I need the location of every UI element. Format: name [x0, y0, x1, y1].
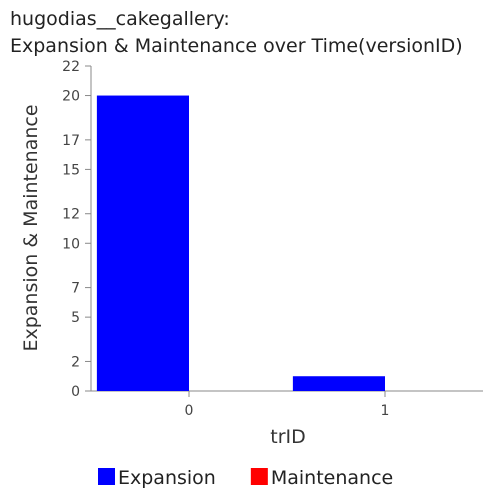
bars	[97, 96, 385, 391]
x-axis-label: trID	[270, 426, 306, 448]
legend: Expansion Maintenance	[98, 467, 393, 489]
legend-label-maintenance: Maintenance	[271, 467, 393, 489]
y-tick-label: 12	[62, 207, 80, 223]
bar-expansion-0	[97, 96, 189, 391]
x-tick-label: 1	[381, 403, 390, 419]
y-tick-label: 22	[62, 59, 80, 75]
x-tick-label: 0	[185, 403, 194, 419]
y-tick-label: 17	[62, 133, 80, 149]
legend-label-expansion: Expansion	[118, 467, 216, 489]
bar-expansion-1	[293, 376, 385, 391]
y-tick-label: 2	[71, 354, 80, 370]
y-tick-label: 0	[71, 384, 80, 400]
y-axis-label: Expansion & Maintenance	[20, 104, 42, 351]
legend-swatch-expansion	[98, 468, 115, 485]
y-tick-label: 10	[62, 236, 80, 252]
y-tick-label: 7	[71, 281, 80, 297]
y-tick-label: 15	[62, 162, 80, 178]
y-axis-ticks: 0 2 5 7 10 12 15 17 20 22	[62, 59, 91, 400]
legend-swatch-maintenance	[251, 468, 268, 485]
y-tick-label: 5	[71, 310, 80, 326]
y-tick-label: 20	[62, 89, 80, 105]
